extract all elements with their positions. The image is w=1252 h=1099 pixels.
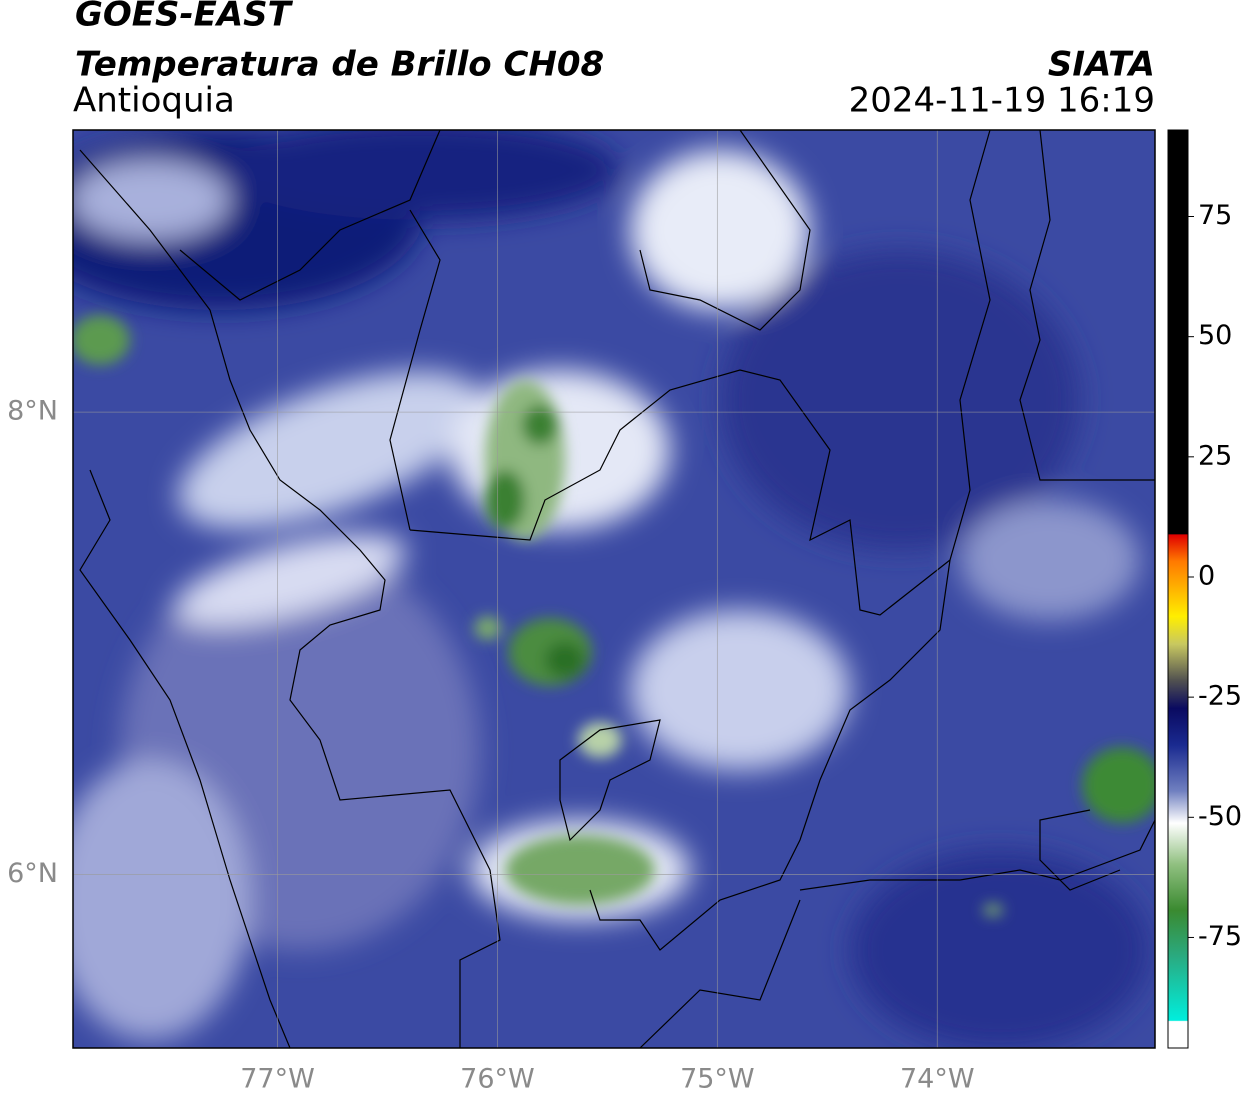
lon-label: 75°W [680, 1064, 755, 1095]
colorbar-label: 50 [1198, 320, 1232, 351]
lon-label: 76°W [460, 1064, 535, 1095]
map-frame [72, 129, 1156, 1049]
colorbar-label: 0 [1198, 560, 1215, 591]
colorbar [1167, 129, 1189, 1049]
colorbar-label: -75 [1198, 921, 1242, 952]
datetime: 2024-11-19 16:19 [849, 81, 1155, 121]
colorbar-label: 25 [1198, 440, 1232, 471]
colorbar-label: 75 [1198, 200, 1232, 231]
colorbar-label: -50 [1198, 801, 1242, 832]
source: SIATA [1048, 45, 1155, 85]
region: Antioquia [73, 81, 235, 121]
lat-label: 8°N [7, 396, 58, 427]
title: GOES-EAST [75, 0, 294, 35]
map-image [73, 130, 1155, 1048]
colorbar-label: -25 [1198, 681, 1242, 712]
lat-label: 6°N [7, 858, 58, 889]
subtitle: Temperatura de Brillo CH08 [75, 45, 604, 85]
lon-label: 74°W [900, 1064, 975, 1095]
lon-label: 77°W [240, 1064, 315, 1095]
